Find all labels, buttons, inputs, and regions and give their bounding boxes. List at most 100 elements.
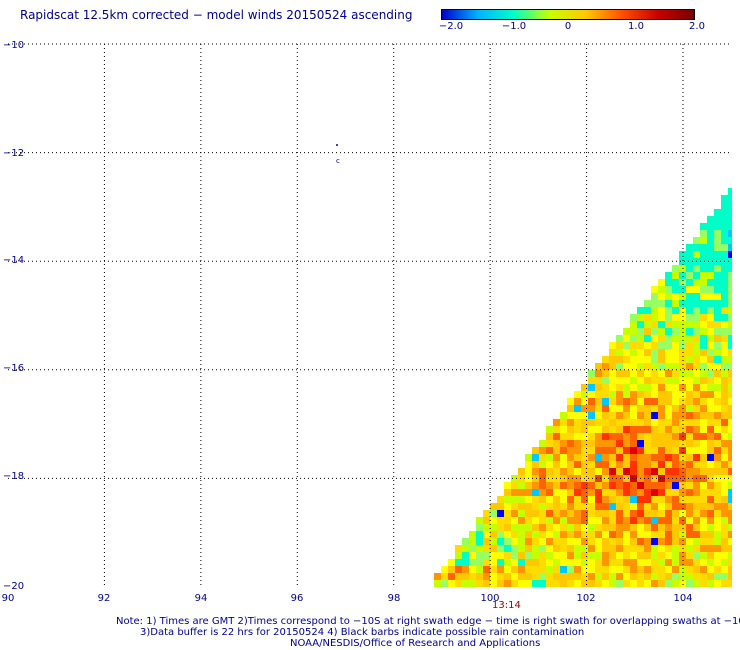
wind-cell: [539, 461, 546, 468]
wind-cell: [686, 258, 693, 265]
wind-cell: [616, 496, 623, 503]
wind-cell: [679, 370, 686, 377]
colorbar-label-neg1: −1.0: [501, 21, 527, 32]
wind-cell: [728, 202, 732, 209]
wind-cell: [623, 447, 630, 454]
wind-cell: [693, 447, 700, 454]
wind-cell: [658, 363, 665, 370]
wind-cell: [665, 405, 672, 412]
wind-cell: [665, 538, 672, 545]
wind-cell: [707, 356, 714, 363]
wind-cell: [651, 342, 658, 349]
wind-cell: [651, 314, 658, 321]
wind-cell: [588, 419, 595, 426]
wind-cell: [721, 461, 728, 468]
wind-cell: [707, 447, 714, 454]
wind-cell: [644, 517, 651, 524]
wind-cell: [693, 328, 700, 335]
wind-cell: [714, 559, 721, 566]
wind-cell: [616, 440, 623, 447]
wind-cell: [469, 573, 476, 580]
wind-cell: [553, 517, 560, 524]
wind-cell: [476, 559, 483, 566]
wind-cell: [630, 405, 637, 412]
wind-cell: [602, 489, 609, 496]
wind-cell: [707, 279, 714, 286]
wind-cell: [574, 454, 581, 461]
wind-cell: [686, 342, 693, 349]
wind-cell: [623, 370, 630, 377]
wind-cell: [504, 482, 511, 489]
wind-cell: [721, 496, 728, 503]
wind-cell: [728, 307, 732, 314]
wind-cell: [539, 503, 546, 510]
wind-cell: [728, 503, 732, 510]
wind-cell: [630, 580, 637, 587]
wind-cell: [728, 552, 732, 559]
wind-cell: [658, 300, 665, 307]
wind-cell: [644, 412, 651, 419]
wind-cell: [490, 503, 497, 510]
wind-cell: [658, 328, 665, 335]
wind-cell: [644, 510, 651, 517]
wind-cell: [665, 321, 672, 328]
wind-cell: [546, 454, 553, 461]
wind-cell: [651, 440, 658, 447]
wind-cell: [623, 328, 630, 335]
wind-cell: [665, 482, 672, 489]
wind-cell: [686, 440, 693, 447]
wind-cell: [644, 580, 651, 587]
wind-cell: [700, 426, 707, 433]
wind-cell: [553, 461, 560, 468]
wind-cell: [658, 510, 665, 517]
wind-cell: [665, 461, 672, 468]
wind-cell: [679, 356, 686, 363]
wind-cell: [714, 251, 721, 258]
wind-cell: [588, 461, 595, 468]
wind-cell: [595, 447, 602, 454]
wind-cell: [469, 545, 476, 552]
wind-cell: [595, 517, 602, 524]
wind-cell: [721, 552, 728, 559]
wind-cell: [693, 272, 700, 279]
wind-cell: [665, 524, 672, 531]
wind-cell: [700, 349, 707, 356]
wind-cell: [665, 440, 672, 447]
wind-cell: [679, 538, 686, 545]
wind-cell: [644, 545, 651, 552]
wind-cell: [623, 426, 630, 433]
colorbar-label-pos1: 1.0: [628, 21, 644, 32]
wind-cell: [644, 335, 651, 342]
wind-cell: [630, 489, 637, 496]
lat-label: −18: [3, 471, 24, 482]
wind-cell: [623, 503, 630, 510]
wind-cell: [672, 279, 679, 286]
wind-cell: [490, 580, 497, 587]
wind-cell: [658, 517, 665, 524]
wind-cell: [686, 244, 693, 251]
wind-cell: [658, 356, 665, 363]
lon-label: 102: [576, 593, 595, 604]
wind-cell: [616, 503, 623, 510]
wind-cell: [728, 489, 732, 496]
wind-cell: [588, 531, 595, 538]
wind-cell: [707, 251, 714, 258]
wind-cell: [679, 391, 686, 398]
wind-cell: [595, 398, 602, 405]
wind-cell: [644, 405, 651, 412]
wind-cell: [476, 573, 483, 580]
wind-cell: [581, 482, 588, 489]
lon-label: 92: [98, 593, 111, 604]
wind-cell: [728, 272, 732, 279]
wind-cell: [504, 545, 511, 552]
wind-cell: [553, 496, 560, 503]
wind-cell: [525, 573, 532, 580]
wind-cell: [504, 531, 511, 538]
wind-cell: [504, 496, 511, 503]
wind-cell: [581, 468, 588, 475]
wind-cell: [707, 391, 714, 398]
wind-cell: [693, 531, 700, 538]
wind-cell: [581, 517, 588, 524]
wind-cell: [714, 391, 721, 398]
wind-cell: [532, 468, 539, 475]
